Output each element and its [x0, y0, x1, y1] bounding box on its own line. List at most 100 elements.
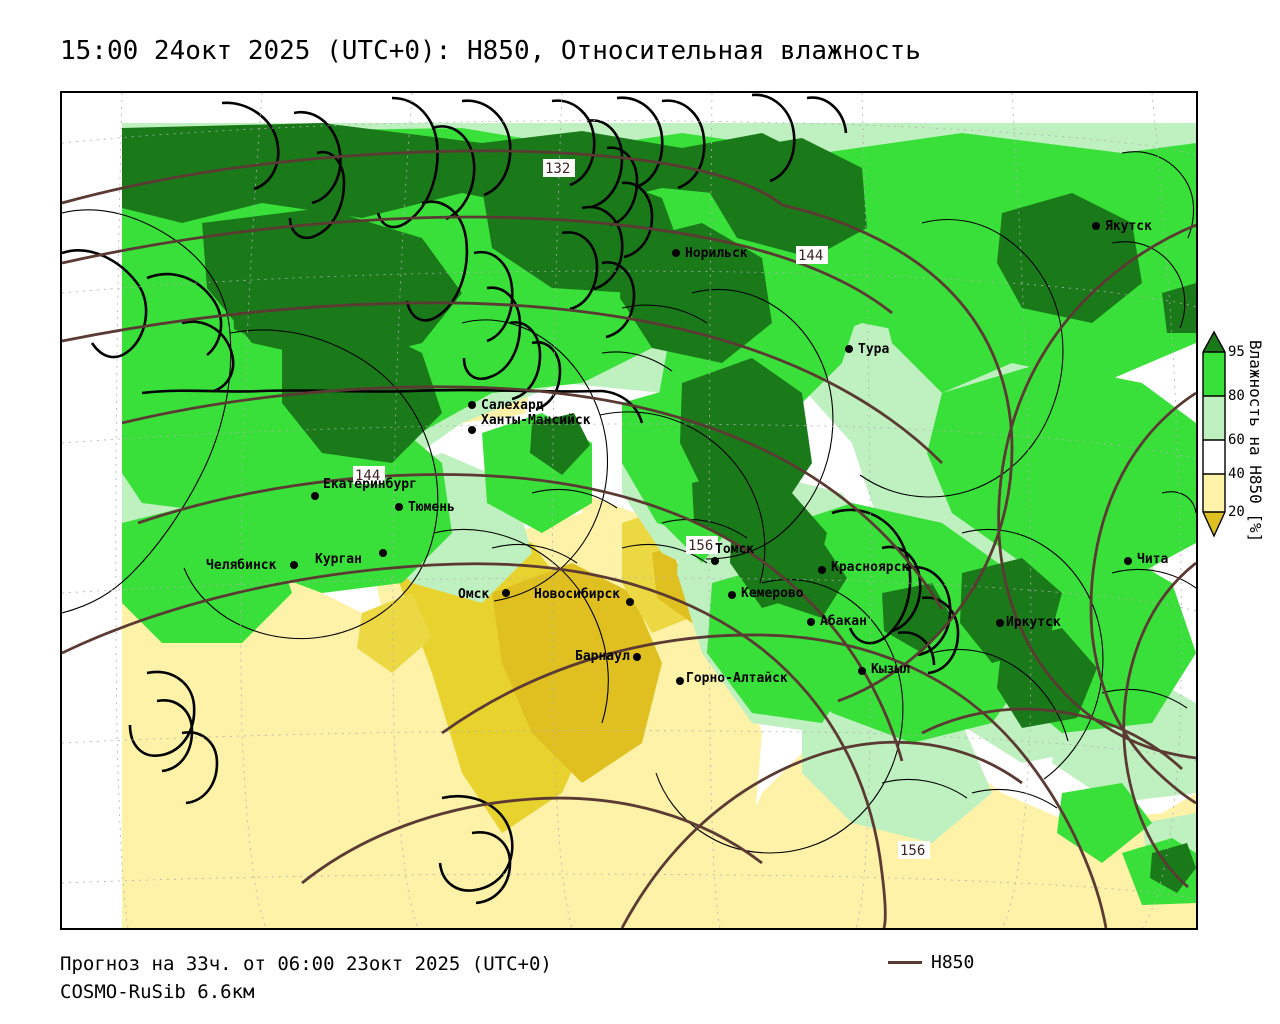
colorbar-segment-80-95 — [1203, 352, 1225, 396]
city-marker: Тюмень — [395, 500, 455, 515]
city-marker: Курган — [315, 549, 387, 567]
colorbar-ticks: 95 80 60 40 20 — [1228, 330, 1268, 545]
city-label: Иркутск — [1006, 615, 1061, 630]
footer-info: Прогноз на 33ч. от 06:00 23окт 2025 (UTC… — [60, 950, 552, 1006]
colorbar — [1202, 330, 1226, 538]
city-dot — [311, 492, 319, 500]
map-legend: H850 — [888, 952, 974, 973]
contour-label-text: 144 — [355, 468, 380, 484]
city-marker: Ханты-Мансийск — [468, 413, 591, 434]
city-dot — [807, 618, 815, 626]
city-label: Новосибирск — [534, 587, 620, 602]
city-dot — [711, 557, 719, 565]
city-dot — [626, 598, 634, 606]
contour-label-text: 156 — [900, 843, 925, 859]
city-label: Омск — [458, 587, 489, 602]
city-marker: Омск — [458, 587, 510, 602]
city-label: Салехард — [481, 398, 544, 413]
city-marker: Кемерово — [728, 586, 804, 601]
contour-label-text: 144 — [798, 248, 823, 264]
city-label: Якутск — [1105, 219, 1152, 234]
city-label: Абакан — [820, 614, 867, 629]
city-label: Тюмень — [408, 500, 455, 515]
city-label: Курган — [315, 552, 362, 567]
city-dot — [858, 667, 866, 675]
city-marker: Красноярск — [818, 560, 909, 575]
h850-legend-line — [888, 961, 922, 964]
city-label: Горно-Алтайск — [686, 671, 788, 686]
city-marker: Иркутск — [996, 615, 1061, 630]
city-label: Норильск — [685, 246, 748, 261]
contour-label: 132 — [543, 159, 575, 177]
city-label: Кемерово — [741, 586, 804, 601]
city-marker: Горно-Алтайск — [676, 671, 788, 686]
city-label: Екатеринбург — [323, 477, 417, 492]
weather-map: 132 144 144 156 156 Якутск Норильск Салеха… — [60, 91, 1198, 930]
city-marker: Барнаул — [575, 649, 641, 664]
colorbar-segment-60-80 — [1203, 396, 1225, 440]
city-dot — [379, 549, 387, 557]
colorbar-tick-95: 95 — [1228, 344, 1245, 360]
contour-label: 156 — [686, 536, 718, 554]
city-marker: Екатеринбург — [311, 477, 417, 500]
contour-labels: 132 144 144 156 156 — [353, 159, 930, 859]
city-marker: Абакан — [807, 614, 867, 629]
contour-label: 156 — [898, 841, 930, 859]
colorbar-tick-80: 80 — [1228, 388, 1245, 404]
colorbar-segment-above95 — [1203, 332, 1225, 352]
forecast-line: Прогноз на 33ч. от 06:00 23окт 2025 (UTC… — [60, 953, 552, 975]
city-marker: Челябинск — [206, 558, 298, 573]
city-label: Красноярск — [831, 560, 909, 575]
city-marker: Чита — [1124, 552, 1168, 567]
colorbar-segment-below20 — [1203, 512, 1225, 536]
city-dot — [1092, 222, 1100, 230]
colorbar-svg — [1202, 330, 1226, 538]
admin-borders — [62, 151, 1196, 854]
colorbar-segment-40-60 — [1203, 440, 1225, 474]
city-label: Челябинск — [206, 558, 277, 573]
page-title: 15:00 24окт 2025 (UTC+0): H850, Относите… — [60, 36, 921, 66]
city-dot — [728, 591, 736, 599]
city-dot — [633, 653, 641, 661]
model-line: COSMO-RuSib 6.6км — [60, 981, 255, 1003]
city-dot — [395, 503, 403, 511]
lat-lon-grid — [62, 93, 1196, 928]
h850-legend-label: H850 — [931, 952, 975, 973]
city-marker: Кызыл — [858, 662, 910, 677]
city-dot — [1124, 557, 1132, 565]
city-dot — [845, 345, 853, 353]
city-dot — [818, 566, 826, 574]
city-dot — [672, 249, 680, 257]
city-dot — [996, 619, 1004, 627]
cities-layer: Якутск Норильск Салехард Тура Ханты-Мансийск… — [206, 219, 1168, 686]
city-dot — [676, 677, 684, 685]
city-marker: Норильск — [672, 246, 748, 261]
city-dot — [290, 561, 298, 569]
city-dot — [468, 401, 476, 409]
colorbar-tick-60: 60 — [1228, 432, 1245, 448]
humidity-field — [62, 93, 1196, 928]
h850-contours — [62, 149, 1196, 928]
colorbar-tick-40: 40 — [1228, 466, 1245, 482]
city-dot — [468, 426, 476, 434]
city-label: Чита — [1137, 552, 1168, 567]
map-canvas: 132 144 144 156 156 Якутск Норильск Салеха… — [62, 93, 1196, 928]
city-marker: Тура — [845, 342, 889, 357]
colorbar-tick-20: 20 — [1228, 504, 1245, 520]
city-label: Ханты-Мансийск — [481, 413, 591, 428]
city-marker: Томск — [711, 542, 754, 565]
city-label: Барнаул — [575, 649, 630, 664]
city-marker: Новосибирск — [534, 587, 634, 606]
city-label: Томск — [715, 542, 754, 557]
contour-label-text: 132 — [545, 161, 570, 177]
city-marker: Салехард — [468, 398, 544, 413]
city-marker: Якутск — [1092, 219, 1152, 234]
contour-label-text: 156 — [688, 538, 713, 554]
contour-label: 144 — [796, 246, 828, 264]
city-label: Кызыл — [871, 662, 910, 677]
colorbar-segment-20-40 — [1203, 474, 1225, 512]
city-label: Тура — [858, 342, 889, 357]
colorbar-title: Влажность на H850 [%] — [1246, 340, 1265, 543]
city-dot — [502, 589, 510, 597]
contour-label: 144 — [353, 466, 385, 484]
